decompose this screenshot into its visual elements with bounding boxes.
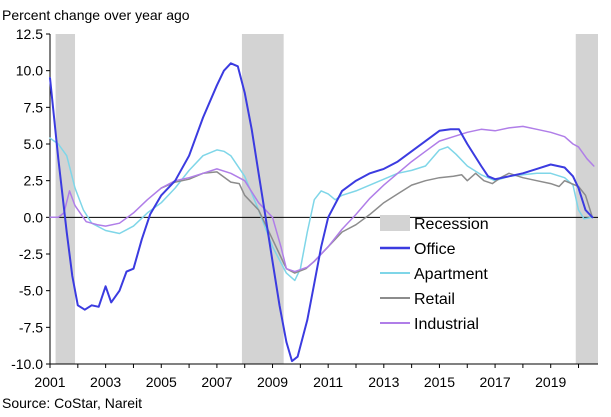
x-tick-label: 2003 — [90, 374, 121, 390]
chart-source: Source: CoStar, Nareit — [2, 395, 142, 411]
x-tick-label: 2009 — [257, 374, 288, 390]
legend-label-apartment: Apartment — [414, 266, 488, 283]
chart-title: Percent change over year ago — [2, 7, 190, 23]
recession-band-1 — [55, 34, 76, 364]
x-tick-label: 2015 — [424, 374, 455, 390]
x-tick-label: 2005 — [146, 374, 177, 390]
legend-label-retail: Retail — [414, 291, 455, 308]
legend-label-office: Office — [414, 241, 456, 258]
series-line-industrial — [49, 125, 595, 273]
x-tick-label: 2007 — [201, 374, 232, 390]
y-tick-label: 10.0 — [16, 63, 43, 79]
y-tick-label: -10.0 — [11, 356, 43, 372]
legend-label-industrial: Industrial — [414, 316, 479, 333]
legend-label-recession: Recession — [414, 216, 489, 233]
x-tick-label: 2017 — [479, 374, 510, 390]
y-tick-label: 7.5 — [24, 99, 44, 115]
x-tick-label: 2019 — [535, 374, 566, 390]
y-tick-label: -2.5 — [19, 246, 43, 262]
y-tick-label: 0.0 — [24, 209, 44, 225]
series-line-retail — [160, 171, 594, 274]
y-tick-label: 5.0 — [24, 136, 44, 152]
y-tick-label: -5.0 — [19, 283, 43, 299]
x-tick-label: 2011 — [313, 374, 343, 390]
x-tick-label: 2001 — [34, 374, 65, 390]
x-tick-label: 2013 — [368, 374, 399, 390]
x-axis-ticks: 2001 2003 2005 2007 2009 2011 2013 2015 2017 2019 — [34, 363, 598, 390]
series-line-apartment — [49, 137, 594, 282]
legend: Recession Office Apartment Retail Industrial — [380, 215, 489, 333]
recession-shading — [55, 34, 598, 364]
y-tick-label: 12.5 — [16, 26, 43, 42]
legend-swatch-recession — [380, 215, 410, 231]
series-lines — [49, 62, 595, 363]
series-line-office — [49, 62, 594, 363]
y-tick-label: 2.5 — [24, 173, 44, 189]
y-axis-ticks: 12.5 10.0 7.5 5.0 2.5 0.0 -2.5 -5.0 -7.5 -10.0 — [11, 26, 598, 372]
y-tick-label: -7.5 — [19, 319, 43, 335]
